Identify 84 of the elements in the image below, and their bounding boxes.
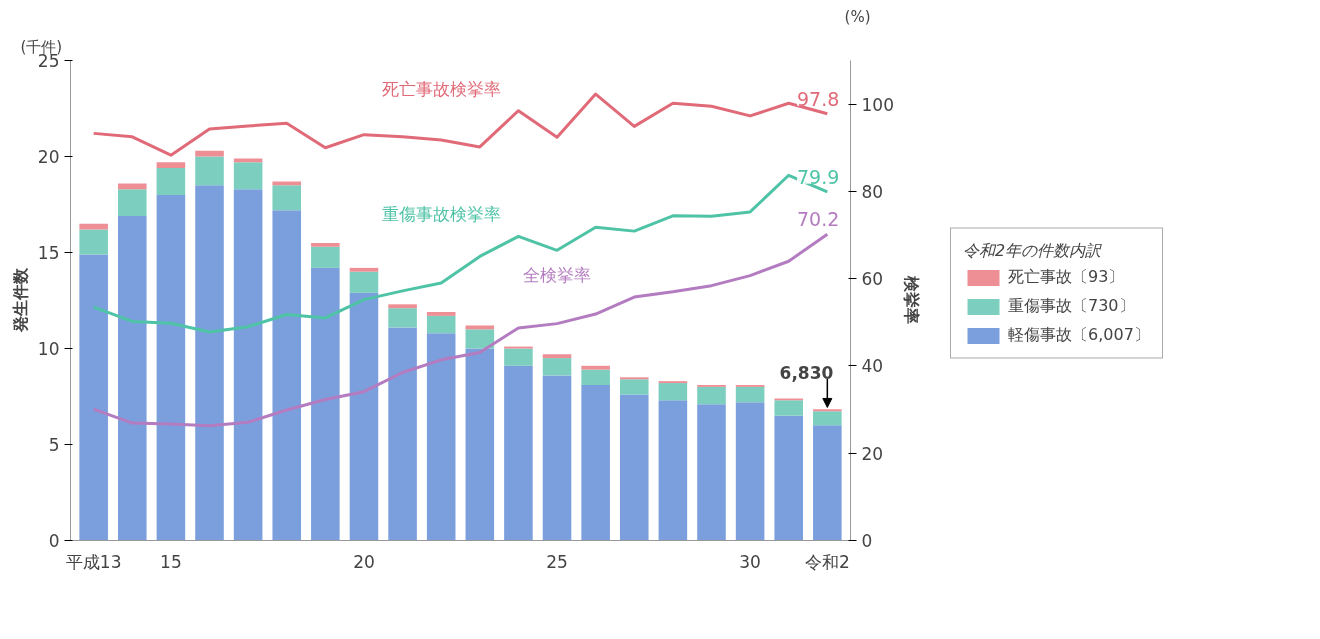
bar [388,304,417,309]
bar [465,325,495,330]
bar [272,181,302,186]
y2-tick-label: 80 [861,181,884,202]
bar [542,358,572,376]
bar [349,267,379,272]
bar [311,246,340,268]
bar [195,156,224,186]
bar [581,365,610,370]
y-tick-label: 0 [48,531,60,551]
text: (%) [844,7,871,26]
bar [542,354,572,359]
bar [774,415,803,541]
bar [156,194,186,541]
y-axis-title: 発生件数 [10,267,30,334]
bar [465,329,495,349]
data-label: 79.9 [797,165,840,188]
bar [156,162,186,169]
bar [426,315,456,334]
y-tick-label: 20 [37,147,60,167]
bar [619,379,649,395]
text: (千件) [20,37,63,56]
data-label: 97.8 [797,87,840,110]
series-label: 全検挙率 [523,265,592,286]
bar [581,369,610,385]
series-label: 死亡事故検挙率 [381,78,501,99]
bar [465,348,495,541]
bar [349,292,379,541]
bar [272,210,302,541]
x-tick-label: 25 [546,551,568,572]
y2-tick-label: 40 [861,356,884,377]
legend-label: 重傷事故〔730〕 [1008,295,1135,317]
bar [697,386,726,405]
data-label: 70.2 [797,208,840,231]
x-tick-label: 20 [353,551,375,572]
bar [619,394,649,541]
annotation: 6,830 [779,362,834,383]
bar [311,242,340,247]
bar [735,402,765,541]
bar [426,312,456,316]
bar [272,185,302,211]
y-tick-label: 5 [48,435,60,455]
bar [156,168,186,195]
bar [658,383,688,401]
bar [542,375,572,541]
y2-tick-label: 0 [861,531,873,551]
bar [79,254,108,541]
legend-title: 令和2年の件数内訳 [963,240,1103,262]
bar [195,185,224,541]
x-tick-label: 30 [739,551,761,572]
bar [813,425,842,541]
bar [581,384,610,541]
bar [504,365,533,541]
bar [233,189,263,541]
bar [658,400,688,541]
bar [349,271,379,293]
y2-tick-label: 20 [861,443,884,464]
bar [118,189,147,217]
x-tick-label: 令和2 [804,551,850,572]
bar [388,308,417,328]
y-tick-label: 15 [37,243,60,263]
bar [813,411,842,426]
bar [311,267,340,541]
bar [118,183,147,190]
bar [195,150,224,157]
y2-tick-label: 60 [861,269,884,290]
bar [388,327,417,541]
series-label: 重傷事故検挙率 [381,204,501,225]
legend-label: 軽傷事故〔6,007〕 [1008,324,1150,346]
bar [426,333,456,541]
bar [697,404,726,541]
x-tick-label: 平成13 [65,551,122,572]
x-tick-label: 15 [160,551,182,572]
bar [735,386,765,403]
bar [504,348,533,366]
y2-tick-label: 100 [861,94,894,115]
bar [774,400,803,416]
bar [79,229,108,255]
bar [233,158,263,163]
bar [118,216,147,541]
legend-label: 死亡事故〔93〕 [1008,266,1125,288]
y2-axis-title: 検挙率 [901,275,921,325]
bar [233,162,263,190]
y-tick-label: 10 [37,339,60,359]
